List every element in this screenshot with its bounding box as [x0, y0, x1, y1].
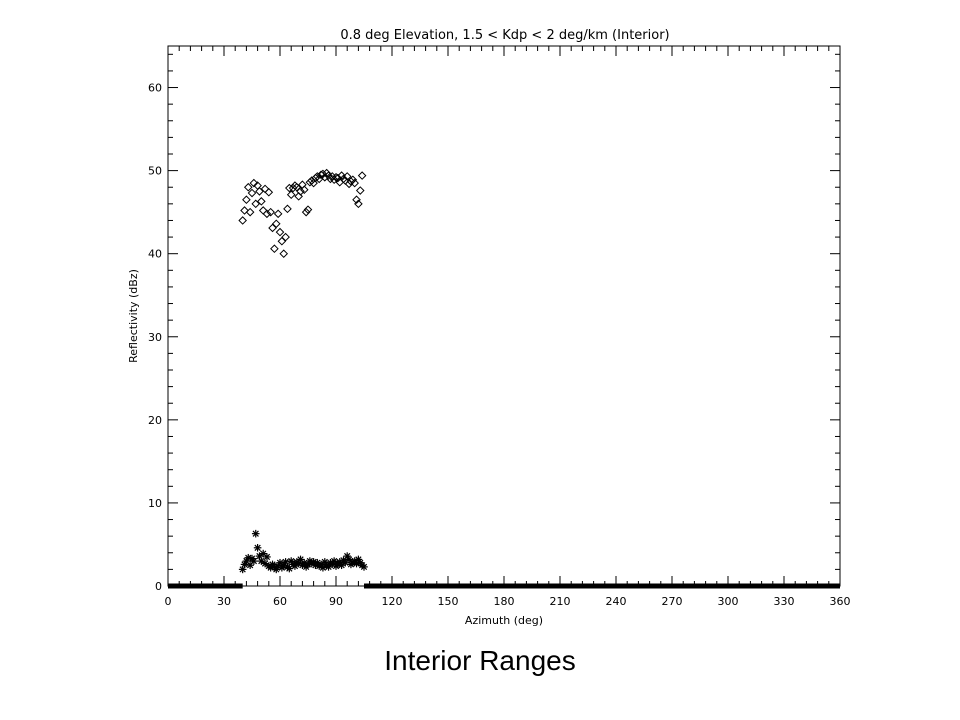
diamond-point	[277, 236, 287, 246]
x-tick-label: 30	[217, 595, 231, 608]
x-tick-label: 90	[329, 595, 343, 608]
y-tick-label: 50	[148, 165, 162, 178]
x-tick-label: 150	[438, 595, 459, 608]
diamond-point	[275, 227, 285, 237]
x-tick-label: 270	[662, 595, 683, 608]
diamond-point	[301, 207, 311, 217]
y-tick-label: 20	[148, 414, 162, 427]
diamond-point	[283, 204, 292, 214]
y-axis-label: Reflectivity (dBz)	[127, 269, 140, 363]
diamond-point	[303, 205, 313, 214]
asterisk-point	[360, 563, 368, 571]
y-tick-label: 0	[155, 580, 162, 593]
diamond-point	[294, 192, 303, 201]
asterisk-point	[319, 563, 327, 572]
plot-frame	[167, 45, 841, 587]
diamond-point	[262, 209, 272, 219]
diamond-point	[329, 175, 339, 185]
chart-title: 0.8 deg Elevation, 1.5 < Kdp < 2 deg/km …	[340, 28, 669, 43]
x-tick-label: 330	[774, 595, 795, 608]
diamond-point	[271, 219, 281, 229]
asterisk-series	[238, 529, 368, 574]
diamond-point	[266, 207, 275, 217]
x-tick-label: 60	[273, 595, 287, 608]
asterisk-point	[251, 529, 260, 538]
diamond-point	[357, 171, 367, 180]
diamond-point	[247, 188, 257, 198]
asterisk-point	[250, 557, 258, 565]
diamond-point	[348, 175, 358, 185]
diamond-point	[355, 186, 365, 195]
x-tick-label: 120	[382, 595, 403, 608]
x-tick-labels: 0 30 60 90 120 150 180 210 240 270 300 330 360	[165, 595, 851, 608]
x-tick-label: 210	[550, 595, 571, 608]
asterisk-point	[246, 561, 254, 570]
diamond-point	[242, 195, 251, 204]
diamond-point	[333, 173, 343, 183]
diamond-point	[350, 178, 359, 188]
diamond-point	[245, 207, 255, 217]
diamond-point	[296, 187, 305, 196]
diamond-point	[309, 178, 318, 188]
diamond-point	[281, 232, 290, 242]
y-tick-label: 30	[148, 331, 162, 344]
diamond-point	[337, 171, 346, 180]
diamond-point	[286, 190, 296, 200]
x-axis-label: Azimuth (deg)	[465, 614, 543, 627]
x-tick-label: 240	[606, 595, 627, 608]
diamond-point	[352, 195, 361, 204]
diamond-point	[288, 183, 298, 193]
axis-ticks	[167, 46, 841, 587]
y-tick-label: 10	[148, 497, 162, 510]
x-tick-label: 360	[830, 595, 851, 608]
asterisk-point	[253, 543, 262, 552]
diamond-series	[238, 168, 367, 258]
diamond-point	[268, 223, 277, 233]
diamond-point	[342, 172, 352, 181]
x-tick-label: 300	[718, 595, 739, 608]
x-tick-label: 0	[165, 595, 172, 608]
diamond-point	[273, 209, 283, 219]
diamond-point	[249, 178, 259, 188]
reflectivity-chart: 0.8 deg Elevation, 1.5 < Kdp < 2 deg/km …	[127, 28, 851, 627]
diamond-point	[257, 197, 266, 206]
diamond-point	[279, 249, 289, 258]
y-tick-labels: 0 10 20 30 40 50 60	[148, 82, 162, 593]
diamond-point	[238, 216, 247, 225]
y-tick-label: 60	[148, 82, 162, 95]
asterisk-point	[238, 565, 247, 574]
diamond-point	[318, 169, 328, 179]
diamond-point	[255, 187, 264, 196]
diamond-point	[258, 206, 268, 215]
x-tick-label: 180	[494, 595, 515, 608]
asterisk-point	[263, 553, 271, 561]
y-tick-label: 40	[148, 248, 162, 261]
diamond-point	[354, 199, 363, 209]
slide-caption: Interior Ranges	[384, 645, 576, 676]
diamond-point	[243, 182, 253, 192]
diamond-point	[251, 199, 261, 209]
diamond-point	[240, 206, 249, 215]
diamond-point	[299, 185, 309, 195]
diamond-point	[285, 183, 294, 193]
diamond-point	[264, 187, 274, 197]
diamond-point	[270, 244, 279, 254]
